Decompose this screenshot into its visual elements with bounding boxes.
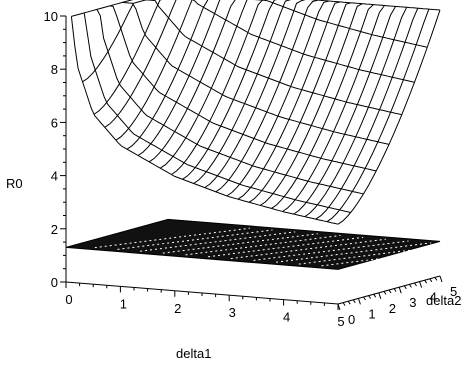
y-tick bbox=[378, 292, 382, 299]
surface-gridline-delta1 bbox=[141, 0, 402, 116]
surface-gridline-delta2 bbox=[237, 1, 341, 200]
z-tick-label: 8 bbox=[51, 62, 58, 77]
y-tick-label: 4 bbox=[430, 290, 437, 305]
y-tick bbox=[419, 281, 423, 288]
y-tick-label: 0 bbox=[348, 312, 355, 327]
lower-surface-streak bbox=[208, 236, 364, 258]
surface-gridline-delta2 bbox=[226, 0, 330, 197]
surface-gridline-delta2 bbox=[104, 0, 177, 128]
surface-gridline-delta2 bbox=[304, 7, 408, 218]
surface-gridline-delta2 bbox=[82, 0, 148, 83]
surface-gridline-delta2 bbox=[315, 8, 419, 220]
y-tick-label: 3 bbox=[409, 295, 416, 310]
z-tick-label: 0 bbox=[51, 275, 58, 290]
surface-gridline-delta2 bbox=[282, 5, 385, 212]
y-tick bbox=[424, 279, 428, 284]
z-tick-label: 4 bbox=[51, 169, 58, 184]
lower-surface-streak bbox=[162, 233, 318, 254]
y-tick bbox=[352, 299, 356, 304]
surface-gridline-delta2 bbox=[215, 0, 318, 193]
z-tick-label: 2 bbox=[51, 222, 58, 237]
surface-gridline-delta2 bbox=[171, 0, 264, 175]
y-tick bbox=[388, 289, 392, 294]
surface-gridline-delta1 bbox=[310, 0, 441, 11]
z-tick-label: 10 bbox=[44, 9, 58, 24]
y-tick bbox=[373, 293, 377, 298]
y-tick-label: 1 bbox=[368, 306, 375, 321]
y-tick bbox=[357, 298, 361, 305]
lower-surface-streak bbox=[298, 244, 454, 265]
y-tick bbox=[347, 300, 351, 305]
surface-gridline-delta2 bbox=[137, 0, 221, 156]
y-tick bbox=[393, 288, 397, 292]
surface-gridline-delta2 bbox=[71, 0, 134, 17]
surface-gridline-delta2 bbox=[293, 6, 397, 215]
surface-gridline-delta2 bbox=[93, 0, 162, 115]
y-tick bbox=[403, 285, 407, 290]
surface-gridline-delta1 bbox=[96, 9, 364, 195]
y-tick bbox=[439, 275, 443, 283]
surface-gridline-delta2 bbox=[271, 4, 374, 209]
y-tick bbox=[429, 278, 433, 283]
surface-gridline-delta2 bbox=[115, 0, 193, 141]
surface-gridline-delta2 bbox=[160, 0, 249, 169]
lower-surface bbox=[65, 218, 474, 270]
surface-gridline-delta1 bbox=[83, 12, 351, 213]
y-tick bbox=[383, 291, 387, 295]
lower-surface-streak bbox=[140, 231, 296, 252]
x-tick-label: 5 bbox=[337, 314, 344, 329]
surface-gridline-delta2 bbox=[337, 9, 441, 225]
lower-surface-streak bbox=[185, 235, 341, 256]
surface-gridline-delta2 bbox=[248, 2, 352, 203]
x-tick-label: 1 bbox=[120, 296, 127, 311]
lower-surface-streak bbox=[321, 246, 474, 267]
z-axis-label: R0 bbox=[6, 176, 23, 191]
x-tick-label: 2 bbox=[174, 301, 181, 316]
y-tick bbox=[342, 302, 346, 306]
surface-gridline-delta2 bbox=[193, 0, 292, 184]
surface-gridline-delta2 bbox=[204, 0, 306, 189]
y-tick bbox=[363, 296, 366, 301]
lower-surface-face bbox=[65, 218, 441, 270]
tick-marks bbox=[60, 15, 443, 311]
y-tick-label: 2 bbox=[389, 301, 396, 316]
surface-gridline-delta2 bbox=[182, 0, 277, 180]
lower-surface-streak bbox=[117, 229, 273, 250]
surface-gridline-delta2 bbox=[148, 0, 236, 163]
surface-gridline-delta2 bbox=[260, 3, 363, 206]
lower-surface-streak bbox=[94, 227, 250, 249]
x-axis-label: delta1 bbox=[176, 346, 211, 361]
lower-surface-streak bbox=[253, 240, 409, 261]
upper-surface bbox=[70, 0, 441, 225]
y-tick bbox=[414, 282, 417, 287]
lower-surface-streak bbox=[276, 242, 432, 263]
lower-surface-streak bbox=[230, 238, 386, 260]
x-tick-label: 3 bbox=[229, 305, 236, 320]
y-tick-label: 5 bbox=[450, 284, 457, 299]
z-tick-label: 6 bbox=[51, 115, 58, 130]
surface-gridline-delta2 bbox=[126, 0, 209, 150]
y-tick bbox=[434, 277, 438, 281]
surface-gridline-delta2 bbox=[326, 8, 430, 223]
y-tick bbox=[368, 295, 372, 299]
y-axis-label: delta2 bbox=[426, 293, 461, 308]
y-tick bbox=[408, 284, 412, 288]
x-tick-label: 0 bbox=[65, 292, 72, 307]
x-tick-label: 4 bbox=[283, 310, 290, 325]
y-tick bbox=[337, 303, 341, 311]
y-tick bbox=[398, 287, 402, 294]
